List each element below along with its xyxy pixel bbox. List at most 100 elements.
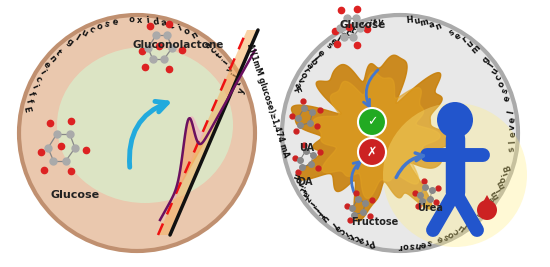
Text: i: i (480, 205, 488, 213)
Text: c: c (87, 25, 96, 35)
Text: ✓: ✓ (367, 116, 377, 128)
Text: Urea: Urea (417, 203, 443, 213)
Text: m: m (494, 178, 507, 190)
Text: m: m (419, 17, 430, 28)
Text: t: t (297, 185, 307, 194)
Text: i: i (306, 198, 315, 206)
Text: l: l (312, 53, 321, 61)
Text: g: g (65, 37, 75, 47)
Text: t: t (53, 48, 62, 57)
Text: i: i (366, 19, 372, 29)
Text: c: c (344, 28, 353, 38)
Text: ✗: ✗ (367, 146, 377, 159)
Text: Gluconolactone: Gluconolactone (133, 40, 224, 50)
Text: o: o (183, 26, 191, 37)
Text: s: s (442, 231, 450, 241)
Text: n: n (290, 171, 300, 180)
Text: e: e (338, 30, 348, 41)
Text: ΔI(1mM glucose)≥1,474 mA: ΔI(1mM glucose)≥1,474 mA (245, 42, 291, 158)
Text: e: e (486, 194, 497, 205)
Text: t: t (317, 209, 326, 219)
Text: c: c (452, 226, 461, 236)
Text: t: t (483, 200, 493, 209)
Text: a: a (333, 222, 343, 233)
Text: r: r (460, 35, 469, 45)
Text: i: i (314, 206, 322, 214)
Text: i: i (295, 182, 304, 188)
Text: t: t (349, 25, 357, 35)
Text: e: e (315, 48, 326, 58)
Text: i: i (500, 171, 510, 176)
Text: s: s (103, 19, 111, 29)
Text: s: s (500, 87, 510, 95)
Text: l: l (329, 220, 337, 229)
Text: v: v (295, 76, 305, 85)
Text: a: a (160, 18, 168, 28)
Text: Fructose: Fructose (351, 217, 399, 227)
Text: o: o (497, 80, 507, 89)
Text: a: a (356, 234, 365, 244)
Text: n: n (189, 30, 199, 41)
Text: B: B (502, 163, 513, 172)
Text: o: o (498, 175, 509, 183)
Text: z: z (302, 194, 313, 203)
Text: t: t (233, 79, 243, 87)
Text: y: y (236, 87, 247, 95)
Text: u: u (456, 222, 466, 233)
Text: g: g (466, 215, 476, 226)
Text: c: c (475, 208, 485, 218)
Text: v: v (225, 64, 235, 74)
Text: l: l (508, 140, 518, 143)
Text: s: s (507, 146, 516, 152)
Text: o: o (292, 176, 302, 184)
Text: i: i (230, 72, 239, 80)
Text: H: H (406, 16, 414, 25)
Polygon shape (158, 30, 258, 235)
Text: E: E (21, 106, 31, 113)
Polygon shape (314, 72, 440, 198)
Text: i: i (355, 23, 361, 33)
Circle shape (477, 200, 497, 220)
Text: r: r (301, 66, 311, 75)
Text: s: s (409, 241, 415, 250)
Text: a: a (427, 19, 436, 30)
Text: l: l (310, 202, 318, 210)
Text: x: x (137, 15, 142, 25)
Text: Glucose: Glucose (51, 190, 100, 200)
Text: f: f (26, 91, 36, 97)
Text: u: u (79, 28, 89, 38)
Polygon shape (482, 195, 492, 204)
Circle shape (437, 102, 473, 138)
Circle shape (282, 15, 518, 251)
Text: u: u (414, 16, 421, 26)
Ellipse shape (57, 47, 233, 203)
Text: s: s (448, 28, 456, 38)
Text: e: e (502, 94, 513, 102)
Text: o: o (128, 15, 134, 25)
Text: e: e (328, 36, 338, 47)
Text: o: o (447, 228, 456, 239)
Text: i: i (493, 186, 503, 193)
Text: F: F (290, 87, 300, 95)
Text: d: d (152, 17, 160, 26)
Text: r: r (362, 236, 369, 246)
Circle shape (383, 103, 527, 247)
Text: f: f (24, 99, 34, 105)
Text: e: e (111, 17, 119, 27)
Text: y: y (377, 17, 384, 27)
Text: l: l (463, 220, 470, 229)
Text: o: o (95, 21, 103, 32)
Text: P: P (367, 237, 375, 247)
Text: l: l (486, 62, 495, 69)
Text: v: v (360, 21, 368, 31)
Text: e: e (507, 116, 517, 123)
Text: i: i (343, 228, 350, 237)
Circle shape (19, 15, 255, 251)
Text: c: c (209, 45, 219, 55)
Text: l: l (507, 110, 516, 115)
Text: m: m (470, 43, 482, 56)
Text: n: n (47, 53, 57, 64)
Text: i: i (37, 68, 47, 75)
Text: n: n (434, 21, 443, 32)
Text: n: n (414, 240, 421, 250)
